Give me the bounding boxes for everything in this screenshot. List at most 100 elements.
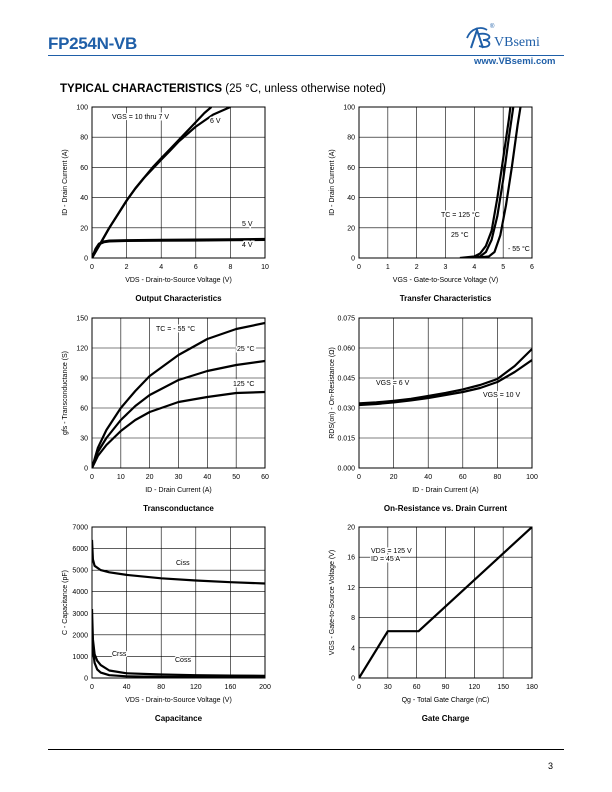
plot-frame bbox=[358, 317, 533, 469]
x-axis-label: ID - Drain Current (A) bbox=[412, 487, 479, 494]
x-tick-label: 200 bbox=[259, 684, 271, 691]
series-line-3 bbox=[92, 621, 265, 678]
series-line-3 bbox=[92, 390, 265, 468]
series-line-2 bbox=[92, 359, 265, 468]
x-tick-label: 10 bbox=[117, 474, 125, 481]
plot-frame bbox=[91, 106, 266, 259]
series-line-1 bbox=[92, 539, 265, 585]
y-axis-label: RDS(on) - On-Resistance (Ω) bbox=[329, 347, 336, 439]
x-tick-label: 4 bbox=[159, 264, 163, 271]
x-tick-label: 20 bbox=[146, 474, 154, 481]
section-heading-bold: TYPICAL CHARACTERISTICS bbox=[60, 83, 223, 95]
x-tick-label: 3 bbox=[444, 264, 448, 271]
annotation-label: TC = 125 °C bbox=[441, 211, 480, 219]
y-tick-label: 3000 bbox=[72, 611, 88, 618]
annotation-label: VDS = 125 V bbox=[371, 548, 412, 555]
annotation-label: Ciss bbox=[176, 560, 190, 567]
chart-title: Transconductance bbox=[143, 504, 214, 513]
y-tick-label: 60 bbox=[80, 406, 88, 413]
y-tick-label: 150 bbox=[76, 316, 88, 323]
x-tick-label: 40 bbox=[123, 684, 131, 691]
series-line-2 bbox=[92, 608, 265, 677]
chart-3: 0 10 20 30 40 50 60 0 30 60 90 120 150 TC = - 55 °C 25… bbox=[62, 316, 269, 514]
y-tick-label: 90 bbox=[80, 376, 88, 383]
x-tick-label: 20 bbox=[390, 474, 398, 481]
y-tick-label: 0.060 bbox=[337, 346, 355, 353]
x-tick-label: 6 bbox=[194, 264, 198, 271]
y-tick-label: 5000 bbox=[72, 568, 88, 575]
annotation-label: TC = - 55 °C bbox=[156, 325, 195, 333]
x-tick-label: 50 bbox=[232, 474, 240, 481]
x-tick-label: 120 bbox=[190, 684, 202, 691]
y-tick-label: 4000 bbox=[72, 589, 88, 596]
x-tick-label: 10 bbox=[261, 264, 269, 271]
annotation-label: VGS = 10 V bbox=[483, 392, 520, 399]
chart-5: 0 40 80 120 160 20001000200030004000500060007… bbox=[62, 525, 271, 724]
section-heading: TYPICAL CHARACTERISTICS (25 °C, unless o… bbox=[60, 83, 386, 95]
y-tick-label: 0.075 bbox=[337, 316, 355, 323]
x-tick-label: 4 bbox=[472, 264, 476, 271]
annotation-label: VGS = 6 V bbox=[376, 380, 410, 387]
chart-title: Output Characteristics bbox=[135, 294, 222, 303]
x-tick-label: 80 bbox=[494, 474, 502, 481]
y-tick-label: 0 bbox=[84, 466, 88, 473]
y-tick-label: 0.030 bbox=[337, 406, 355, 413]
chart-6: 0 30 60 90 120 150 180 0 4 8 12 16 20 VDS = 125 VID =… bbox=[329, 525, 538, 724]
x-tick-label: 40 bbox=[203, 474, 211, 481]
series-line-2 bbox=[359, 359, 532, 407]
annotation-label: 4 V bbox=[242, 242, 253, 249]
x-tick-label: 120 bbox=[468, 684, 480, 691]
y-tick-label: 7000 bbox=[72, 525, 88, 532]
series-line-1 bbox=[359, 348, 532, 405]
x-tick-label: 180 bbox=[526, 684, 538, 691]
y-tick-label: 1000 bbox=[72, 654, 88, 661]
plot-frame bbox=[358, 526, 533, 679]
x-tick-label: 60 bbox=[413, 684, 421, 691]
y-tick-label: 0.045 bbox=[337, 376, 355, 383]
x-tick-label: 100 bbox=[526, 474, 538, 481]
annotation-label: 6 V bbox=[210, 118, 221, 125]
header-rule bbox=[48, 55, 564, 56]
chart-title: On-Resistance vs. Drain Current bbox=[384, 504, 507, 513]
annotation-label: Crss bbox=[112, 651, 127, 658]
x-tick-label: 90 bbox=[442, 684, 450, 691]
y-tick-label: 60 bbox=[80, 165, 88, 172]
annotation-label: 25 °C bbox=[237, 345, 255, 353]
brand-name: VBsemi bbox=[494, 35, 540, 50]
x-tick-label: 0 bbox=[90, 474, 94, 481]
x-tick-label: 80 bbox=[157, 684, 165, 691]
x-tick-label: 1 bbox=[386, 264, 390, 271]
chart-4: 0 20 40 60 80 100 0.000 0.015 0.030 0.045 0.060 0.0… bbox=[329, 316, 538, 514]
y-tick-label: 0 bbox=[351, 256, 355, 263]
series-line-1 bbox=[459, 107, 512, 258]
y-tick-label: 6000 bbox=[72, 546, 88, 553]
annotation-label: 125 °C bbox=[233, 380, 254, 388]
y-tick-label: 0 bbox=[84, 256, 88, 263]
x-tick-label: 2 bbox=[125, 264, 129, 271]
annotation-label: ID = 45 A bbox=[371, 556, 400, 563]
x-tick-label: 0 bbox=[90, 684, 94, 691]
x-tick-label: 150 bbox=[497, 684, 509, 691]
chart-title: Transfer Characteristics bbox=[400, 294, 492, 303]
x-tick-label: 6 bbox=[530, 264, 534, 271]
y-axis-label: ID - Drain Current (A) bbox=[62, 149, 69, 216]
website-link[interactable]: www.VBsemi.com bbox=[474, 56, 556, 67]
y-tick-label: 40 bbox=[80, 195, 88, 202]
x-axis-label: ID - Drain Current (A) bbox=[145, 487, 212, 494]
annotation-label: - 55 °C bbox=[508, 245, 530, 253]
x-axis-label: VGS - Gate-to-Source Voltage (V) bbox=[393, 277, 498, 284]
series-line-1 bbox=[92, 321, 265, 468]
y-tick-label: 8 bbox=[351, 615, 355, 622]
y-tick-label: 100 bbox=[343, 105, 355, 112]
y-tick-label: 30 bbox=[80, 436, 88, 443]
x-axis-label: VDS - Drain-to-Source Voltage (V) bbox=[125, 697, 232, 704]
y-tick-label: 0.015 bbox=[337, 436, 355, 443]
y-tick-label: 100 bbox=[76, 105, 88, 112]
y-axis-label: C - Capacitance (pF) bbox=[62, 570, 69, 635]
x-tick-label: 40 bbox=[424, 474, 432, 481]
y-tick-label: 20 bbox=[347, 525, 355, 532]
y-axis-label: gfs - Transconductance (S) bbox=[62, 351, 69, 435]
y-tick-label: 0 bbox=[351, 676, 355, 683]
